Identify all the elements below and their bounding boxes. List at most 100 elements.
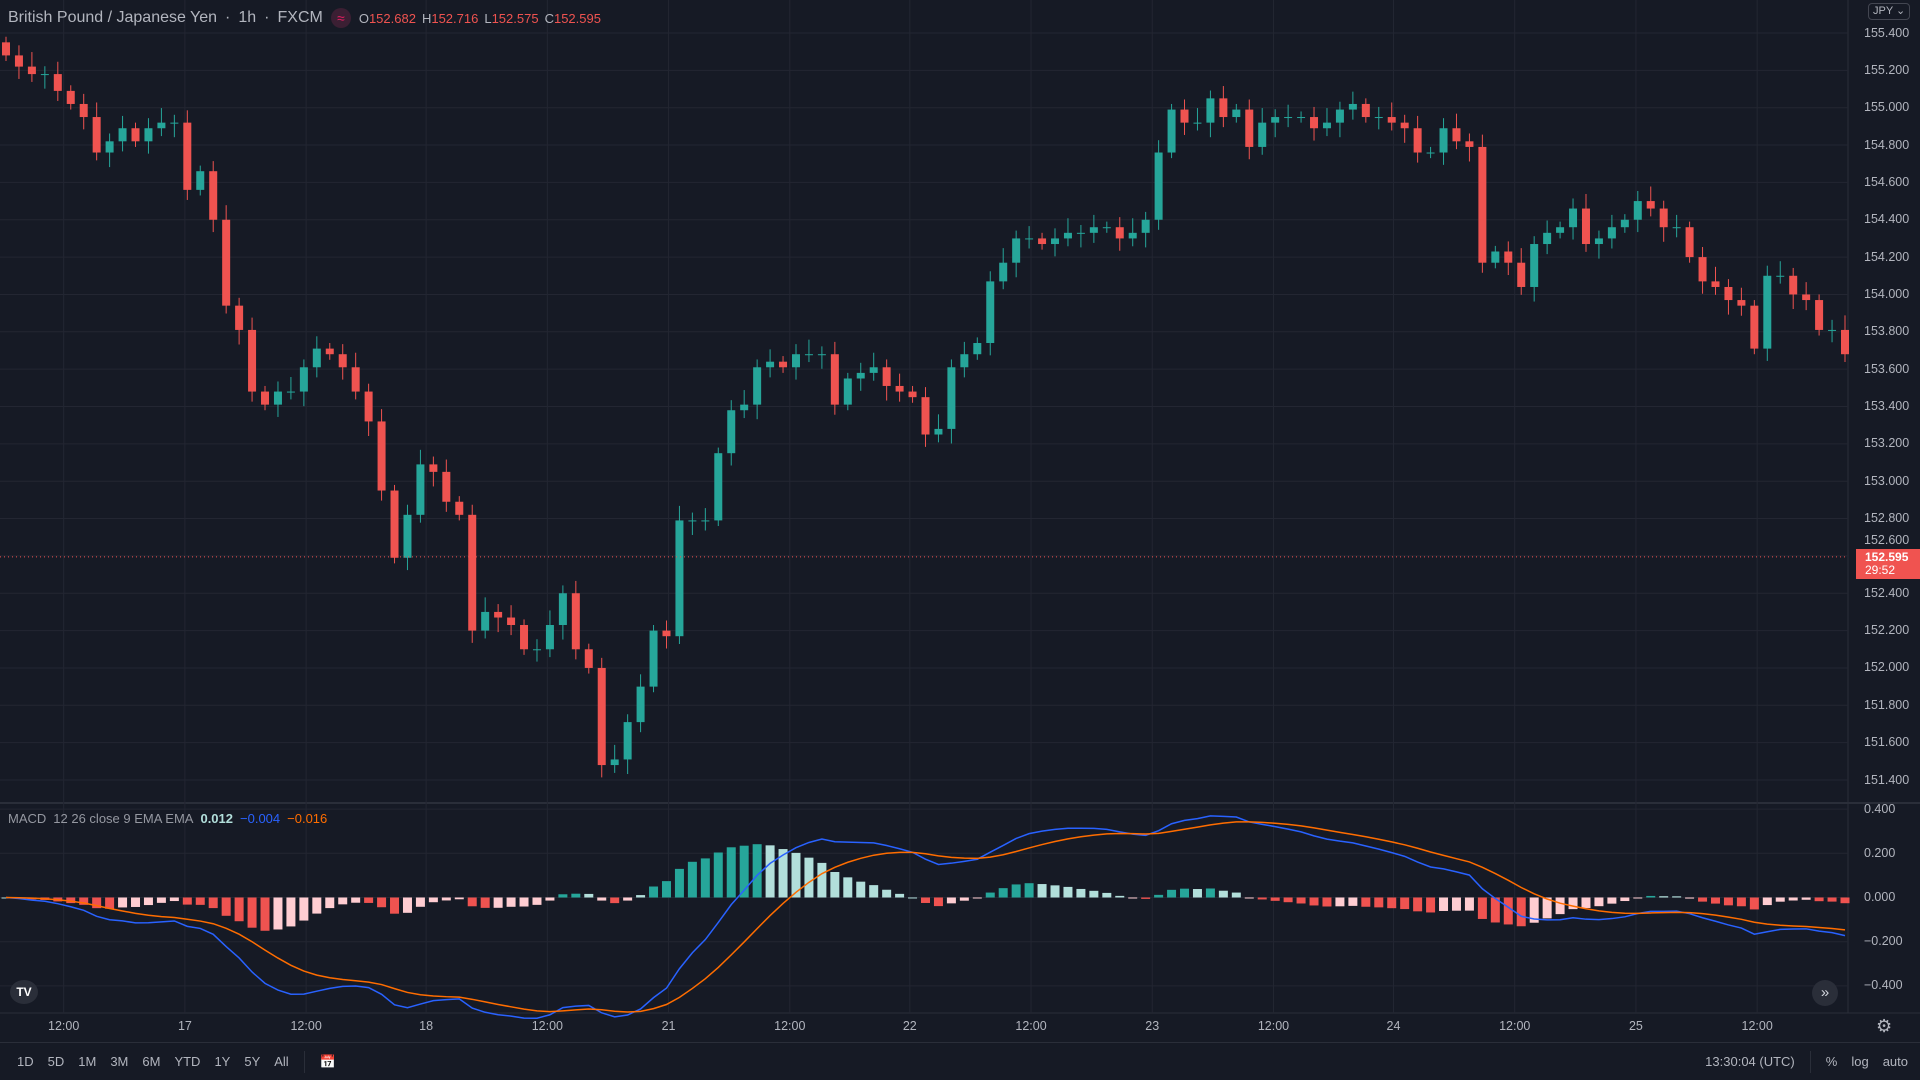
macd-histogram-bar	[1723, 897, 1733, 906]
candle-body	[1724, 286, 1733, 301]
candle	[1063, 218, 1072, 247]
candle-body	[610, 759, 619, 766]
candle	[973, 337, 982, 360]
candle	[209, 161, 218, 233]
macd-histogram-bar	[415, 897, 425, 907]
candle	[960, 341, 969, 378]
tradingview-logo[interactable]: TV	[10, 980, 38, 1004]
macd-histogram-bar	[998, 888, 1008, 898]
candle	[170, 114, 179, 138]
candle	[222, 205, 231, 314]
candle-body	[1685, 227, 1694, 258]
candle-body	[1672, 227, 1681, 229]
macd-line	[5, 815, 1846, 1020]
macd-histogram-bar	[1374, 897, 1384, 908]
approx-icon[interactable]: ≈	[330, 8, 351, 28]
candle	[856, 362, 865, 391]
candle-body	[597, 667, 606, 766]
currency-selector[interactable]: JPY ⌄	[1868, 3, 1911, 20]
candle	[636, 674, 645, 733]
candle	[1491, 245, 1500, 269]
candle	[571, 580, 580, 660]
candle	[1672, 214, 1681, 238]
macd-histogram-bar	[1050, 885, 1060, 898]
candle-body	[1219, 98, 1228, 118]
candle	[403, 504, 412, 571]
candle-body	[248, 329, 257, 392]
auto-toggle[interactable]: auto	[1882, 1054, 1908, 1069]
candle-body	[675, 520, 684, 637]
range-button-6m[interactable]: 6M	[142, 1054, 161, 1069]
candle	[144, 118, 153, 154]
macd-histogram-bar	[1814, 897, 1824, 902]
candle	[196, 165, 205, 196]
macd-histogram-bar	[1801, 897, 1811, 900]
candle	[286, 376, 295, 400]
price-tick-label: 155.000	[1864, 100, 1910, 115]
candle	[895, 373, 904, 402]
range-button-1d[interactable]: 1D	[17, 1054, 34, 1069]
macd-histogram-bar	[519, 897, 529, 907]
macd-histogram-bar	[869, 885, 879, 898]
candle	[1297, 111, 1306, 123]
macd-histogram-bar	[1568, 897, 1578, 910]
macd-histogram-bar	[1749, 897, 1759, 910]
percent-toggle[interactable]: %	[1825, 1054, 1838, 1069]
candle-body	[804, 354, 813, 356]
candle	[558, 585, 567, 640]
candle	[1802, 282, 1811, 311]
candle	[1685, 221, 1694, 263]
range-button-3m[interactable]: 3M	[110, 1054, 129, 1069]
candle-body	[701, 520, 710, 522]
macd-legend[interactable]: MACD 12 26 close 9 EMA EMA 0.012 −0.004 …	[8, 811, 327, 826]
candle	[1646, 186, 1655, 217]
macd-histogram-bar	[1413, 897, 1423, 912]
range-button-all[interactable]: All	[274, 1054, 289, 1069]
candle	[1102, 221, 1111, 233]
macd-tick-label: −0.400	[1864, 978, 1903, 993]
candle	[532, 639, 541, 662]
symbol-title[interactable]: British Pound / Japanese Yen	[8, 9, 218, 26]
settings-gear-icon[interactable]: ⚙	[1876, 1016, 1893, 1036]
macd-histogram-bar	[428, 897, 438, 903]
candle-body	[144, 128, 153, 142]
candle-body	[1012, 238, 1021, 263]
candle	[273, 381, 282, 417]
range-button-ytd[interactable]: YTD	[174, 1054, 201, 1069]
date-range-calendar-icon[interactable]: 📅	[319, 1053, 336, 1069]
candle-body	[79, 103, 88, 118]
candle-body	[1374, 117, 1383, 119]
last-price-label: 152.595 29:52	[1856, 549, 1920, 579]
range-button-5y[interactable]: 5Y	[244, 1054, 261, 1069]
macd-histogram-bar	[441, 897, 451, 901]
time-tick-label: 12:00	[1257, 1019, 1290, 1033]
clock-time[interactable]: 13:30:04 (UTC)	[1705, 1054, 1795, 1069]
candle-body	[261, 391, 270, 405]
range-button-1m[interactable]: 1M	[78, 1054, 97, 1069]
interval[interactable]: 1h	[238, 9, 257, 26]
candle	[1828, 319, 1837, 343]
candle-body	[1841, 329, 1849, 355]
divider	[1809, 1050, 1811, 1073]
candle-body	[947, 367, 956, 429]
range-button-5d[interactable]: 5D	[47, 1054, 65, 1069]
candle	[325, 343, 334, 360]
candle-body	[1387, 117, 1396, 123]
macd-histogram-bar	[1426, 897, 1436, 913]
close-value: C152.595	[544, 10, 601, 26]
scroll-to-realtime-button[interactable]: »	[1812, 980, 1838, 1006]
candle	[1439, 118, 1448, 165]
price-tick-label: 154.000	[1864, 286, 1910, 301]
candle	[1141, 211, 1150, 248]
candle-body	[1271, 117, 1280, 123]
candle	[1051, 228, 1060, 257]
log-toggle[interactable]: log	[1851, 1054, 1869, 1069]
candle-body	[1569, 208, 1578, 228]
macd-histogram-bar	[843, 877, 853, 898]
candle-body	[1698, 257, 1707, 282]
candle	[1310, 106, 1319, 141]
macd-tick-label: 0.400	[1864, 801, 1896, 816]
range-button-1y[interactable]: 1Y	[214, 1054, 231, 1069]
